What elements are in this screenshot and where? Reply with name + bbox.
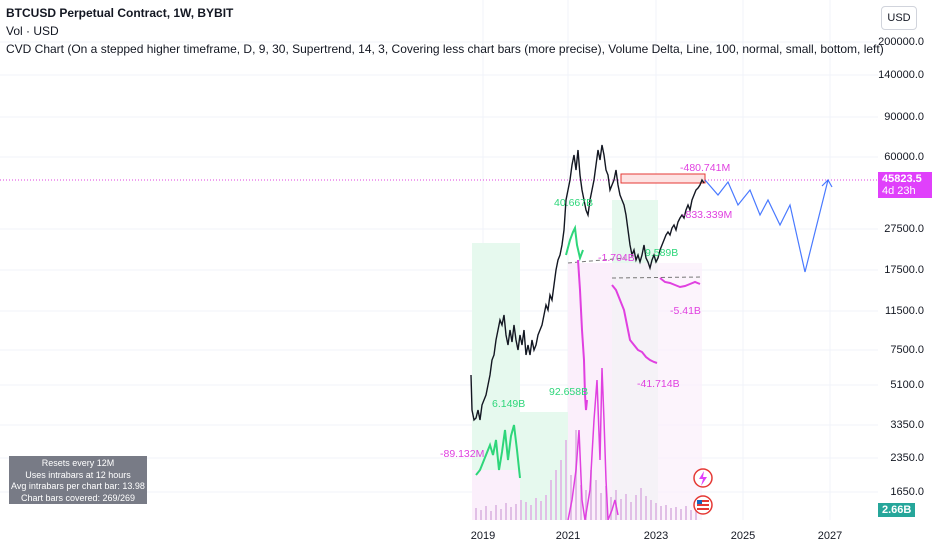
info-line: Chart bars covered: 269/269 (100%) [20,492,136,515]
volume-delta-spikes [567,367,619,520]
time-tick: 2021 [555,530,581,542]
price-tick: 1650.0 [890,486,924,498]
price-axis[interactable]: 200000.0 140000.0 90000.0 60000.0 27500.… [878,0,932,520]
volume-legend[interactable]: Vol · USD [6,24,59,38]
cvd-line-2022-b [611,284,658,364]
info-line: Avg intrabars per chart bar: 13.98 [11,481,145,491]
info-line: Resets every 12M [41,458,115,468]
time-tick: 2023 [643,530,669,542]
event-icon-lightning[interactable] [693,468,713,488]
volume-badge: 2.66B [878,503,916,517]
cvd-line-2022 [577,259,588,411]
price-tick: 7500.0 [890,344,924,356]
currency-button[interactable]: USD [881,6,917,30]
price-tick: 3350.0 [890,419,924,431]
price-tick: 27500.0 [884,223,924,235]
price-tick: 5100.0 [890,379,924,391]
event-icon-flag-us[interactable] [693,495,713,515]
cvd-label-9: -833.339M [682,209,733,221]
cvd-line-2021 [565,224,584,262]
chart-legend[interactable]: BTCUSD Perpetual Contract, 1W, BYBIT Vol… [6,4,884,58]
range-box [620,173,706,184]
chart-plot-area[interactable]: -89.132M 6.149B 92.658B 40.667B -1.704B … [0,0,878,520]
cvd-label-10: 9.589B [645,247,679,259]
cvd-label-2: 6.149B [492,398,526,410]
time-tick: 2019 [470,530,496,542]
projection-line [704,179,829,273]
price-tick: 60000.0 [884,151,924,163]
price-tick: 17500.0 [884,264,924,276]
indicator-legend[interactable]: CVD Chart (On a stepped higher timeframe… [6,42,884,56]
cvd-label-6: -41.714B [637,378,680,390]
price-candles [470,144,705,422]
cvd-line-2023 [659,277,701,289]
cvd-line-2019 [475,424,521,479]
cvd-label-1: -89.132M [440,448,485,460]
volume-bars [475,430,697,520]
current-price-badge: 45823.5 4d 23h [878,172,932,198]
cvd-zone-pink-2 [612,263,702,520]
cvd-label-7: -5.41B [670,305,701,317]
time-tick: 2027 [817,530,843,542]
cvd-label-5: -1.704B [598,252,635,264]
price-tick: 2350.0 [890,452,924,464]
info-line: Uses intrabars at 12 hours [25,469,131,480]
projection-arrowhead [821,179,833,188]
bar-countdown: 4d 23h [882,185,916,197]
price-tick: 11500.0 [885,305,924,317]
cvd-label-8: -480.741M [680,162,731,174]
cvd-label-4: 40.667B [554,197,594,209]
time-axis[interactable]: 2019 2021 2023 2025 2027 [0,520,878,550]
symbol-title[interactable]: BTCUSD Perpetual Contract, 1W, BYBIT [6,6,234,20]
grid-lines [0,0,878,520]
supertrend-dash-2 [611,276,703,279]
cvd-label-3: 92.658B [549,386,589,398]
price-tick: 140000.0 [878,69,924,81]
chart-canvas[interactable] [0,0,878,520]
time-tick: 2025 [730,530,756,542]
price-tick: 200000.0 [878,36,924,48]
price-tick: 90000.0 [884,111,924,123]
current-price-value: 45823.5 [882,173,922,185]
indicator-info-box: Resets every 12M Uses intrabars at 12 ho… [9,456,147,514]
